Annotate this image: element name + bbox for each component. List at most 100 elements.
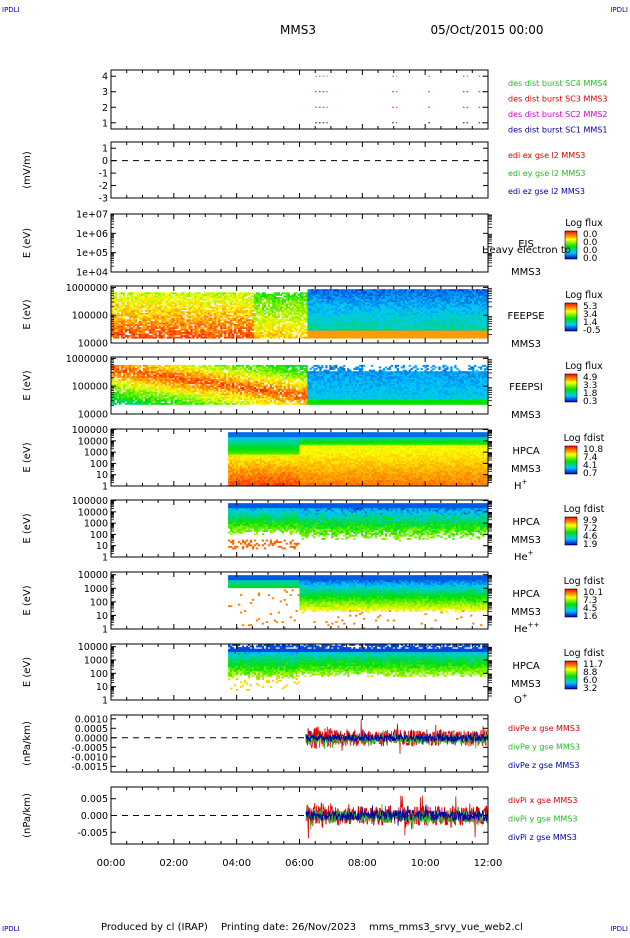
spectrogram-cell bbox=[139, 302, 141, 304]
spectrogram-cell bbox=[250, 322, 252, 324]
spectrogram-cell bbox=[188, 332, 190, 334]
spectrogram-cell bbox=[244, 299, 246, 301]
spectrogram-cell bbox=[117, 299, 119, 301]
spectrogram-cell bbox=[173, 324, 175, 326]
spectrogram-cell bbox=[250, 292, 252, 294]
spectrogram-cell bbox=[147, 307, 149, 309]
spectrogram-cell bbox=[196, 292, 198, 294]
spectrogram-cell bbox=[190, 315, 192, 317]
y-tick-label: -2 bbox=[99, 181, 108, 192]
spectrogram-cell bbox=[224, 319, 226, 321]
spectrogram-cell bbox=[292, 313, 294, 315]
spectrogram-cell bbox=[119, 324, 121, 326]
spectrogram-cell bbox=[218, 311, 220, 313]
spectrogram-cell bbox=[274, 292, 276, 294]
spectrogram-cell bbox=[238, 315, 240, 317]
spectrogram-cell bbox=[282, 337, 284, 339]
spectrogram-cell bbox=[278, 319, 280, 321]
spectrogram-cell bbox=[234, 307, 236, 309]
spectrogram-cell bbox=[153, 307, 155, 309]
spectrogram-cell bbox=[373, 289, 375, 291]
spectrogram-cell bbox=[288, 332, 290, 334]
spectrogram-cell bbox=[355, 289, 357, 291]
spectrogram-cell bbox=[232, 334, 234, 336]
spectrogram-cell bbox=[284, 292, 286, 294]
spectrogram-cell bbox=[143, 297, 145, 299]
spectrogram-cell bbox=[274, 329, 276, 331]
spectrogram-cell bbox=[258, 292, 260, 294]
panel-eis-instrument-extra: Heavy electron to bbox=[482, 245, 571, 256]
spectrogram-cell bbox=[294, 337, 296, 339]
spectrogram-cell bbox=[282, 334, 284, 336]
spectrogram-cell bbox=[296, 292, 298, 294]
spectrogram-cell bbox=[212, 313, 214, 315]
spectrogram-cell bbox=[228, 315, 230, 317]
spectrogram-cell bbox=[238, 319, 240, 321]
spectrogram-cell bbox=[198, 307, 200, 309]
spectrogram-cell bbox=[264, 313, 266, 315]
spectrogram-cell bbox=[139, 307, 141, 309]
y-tick-label: -3 bbox=[99, 194, 108, 205]
spectrogram-cell bbox=[198, 292, 200, 294]
spectrogram-cell bbox=[129, 292, 131, 294]
spectrogram-cell bbox=[210, 305, 212, 307]
spectrogram-cell bbox=[161, 310, 163, 312]
spectrogram-cell bbox=[182, 335, 184, 337]
spectrogram-cell bbox=[256, 292, 258, 294]
spectrogram-cell bbox=[395, 289, 397, 291]
spectrogram-cell bbox=[266, 307, 268, 309]
spectrogram-cell bbox=[309, 289, 311, 291]
spectrogram-cell bbox=[214, 292, 216, 294]
spectrogram-cell bbox=[341, 289, 343, 291]
spectrogram-cell bbox=[232, 322, 234, 324]
spectrogram-cell bbox=[171, 318, 173, 320]
spectrogram-cell bbox=[292, 324, 294, 326]
spectrogram-cell bbox=[131, 327, 133, 329]
spectrogram-cell bbox=[129, 302, 131, 304]
spectrogram-cell bbox=[298, 297, 300, 299]
spectrogram-cell bbox=[202, 302, 204, 304]
panel-eis-ylabel: E (eV) bbox=[22, 228, 33, 258]
spectrogram-cell bbox=[188, 292, 190, 294]
spectrogram-cell bbox=[218, 330, 220, 332]
spectrogram-cell bbox=[377, 289, 379, 291]
spectrogram-cell bbox=[153, 337, 155, 339]
spectrogram-cell bbox=[182, 292, 184, 294]
spectrogram-cell bbox=[262, 335, 264, 337]
spectrogram-cell bbox=[218, 307, 220, 309]
spectrogram-cell bbox=[184, 322, 186, 324]
spectrogram-cell bbox=[135, 292, 137, 294]
spectrogram-cell bbox=[190, 292, 192, 294]
spectrogram-cell bbox=[178, 337, 180, 339]
spectrogram-cell bbox=[220, 322, 222, 324]
spectrogram-cell bbox=[228, 326, 230, 328]
spectrogram-cell bbox=[163, 292, 165, 294]
spectrogram-cell bbox=[232, 315, 234, 317]
spectrogram-cell bbox=[286, 315, 288, 317]
page-title: MMS3 bbox=[280, 23, 316, 37]
spectrogram-cell bbox=[260, 294, 262, 296]
spectrogram-cell bbox=[264, 310, 266, 312]
spectrogram-cell bbox=[180, 311, 182, 313]
spectrogram-cell bbox=[180, 300, 182, 302]
spectrogram-cell bbox=[387, 289, 389, 291]
spectrogram-cell bbox=[274, 311, 276, 313]
spectrogram-cell bbox=[282, 297, 284, 299]
spectrogram-cell bbox=[210, 332, 212, 334]
spectrogram-cell bbox=[224, 292, 226, 294]
spectrogram-cell bbox=[125, 297, 127, 299]
spectrogram-cell bbox=[143, 305, 145, 307]
spectrogram-cell bbox=[313, 289, 315, 291]
spectrogram-cell bbox=[188, 316, 190, 318]
spectrogram-cell bbox=[127, 319, 129, 321]
spectrogram-cell bbox=[244, 332, 246, 334]
spectrogram-cell bbox=[333, 289, 335, 291]
spectrogram-cell bbox=[256, 324, 258, 326]
spectrogram-cell bbox=[438, 289, 440, 291]
spectrogram-cell bbox=[161, 305, 163, 307]
spectrogram-cell bbox=[393, 289, 395, 291]
spectrogram-cell bbox=[141, 310, 143, 312]
spectrogram-cell bbox=[262, 326, 264, 328]
spectrogram-cell bbox=[280, 297, 282, 299]
spectrogram-cell bbox=[226, 315, 228, 317]
